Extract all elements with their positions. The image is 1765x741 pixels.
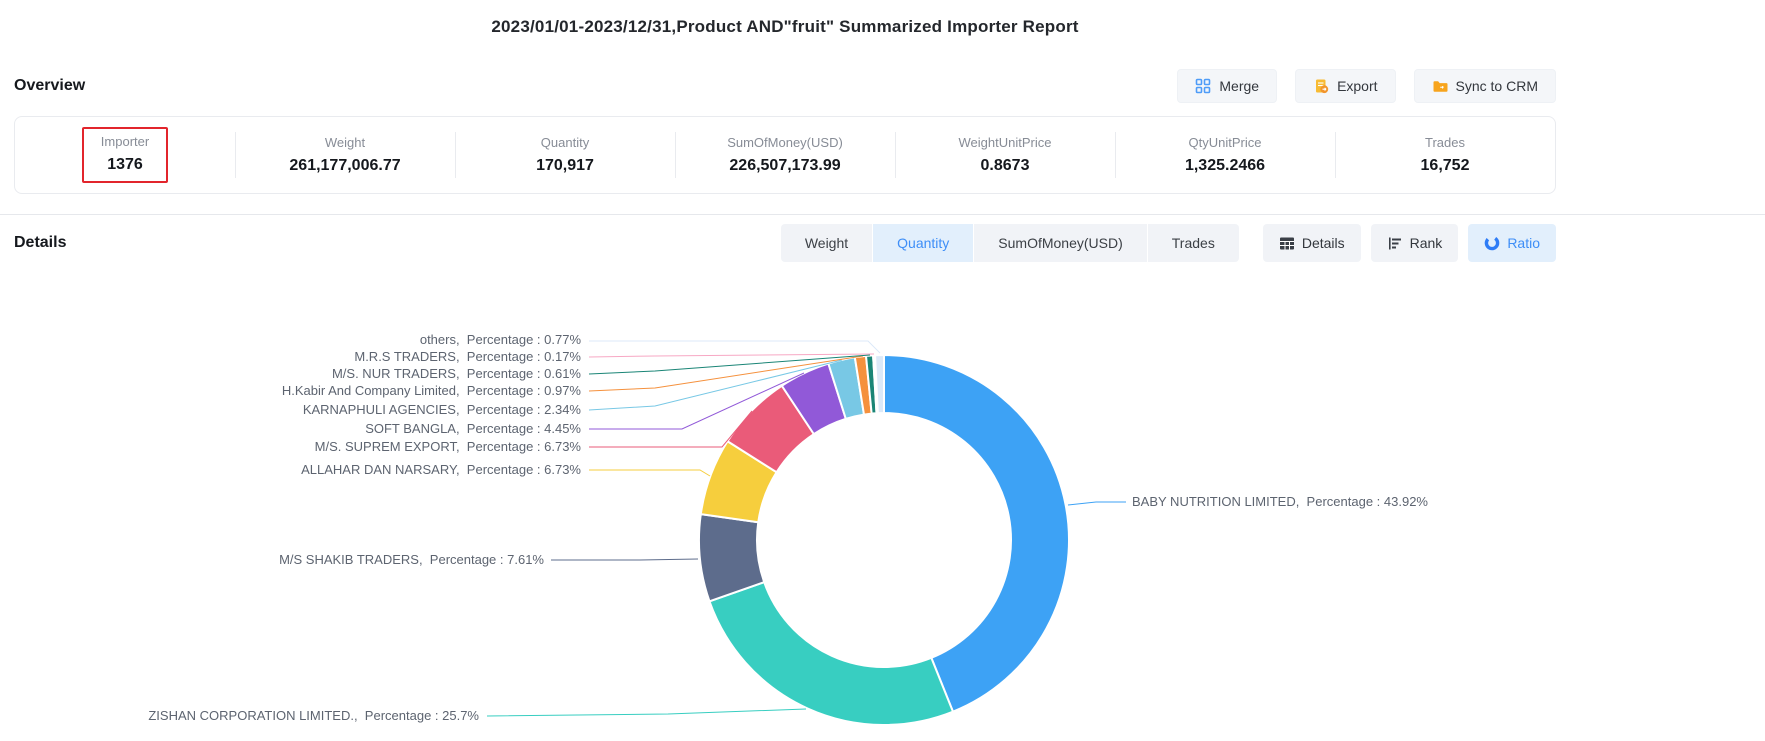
details-button[interactable]: Details xyxy=(1262,224,1361,262)
tab-weight[interactable]: Weight xyxy=(780,224,873,262)
pie-leader-m-s-shakib-traders xyxy=(551,558,699,561)
stat-value: 170,917 xyxy=(536,157,594,174)
report-title: 2023/01/01-2023/12/31,Product AND"fruit"… xyxy=(491,17,1079,36)
merge-button-label: Merge xyxy=(1219,78,1260,94)
stat-value: 1,325.2466 xyxy=(1184,157,1266,174)
merge-button[interactable]: Merge xyxy=(1177,69,1278,103)
details-row: Details Weight Quantity SumOfMoney(USD) Tra… xyxy=(14,224,1556,262)
tab-sumofmoney-usd[interactable]: SumOfMoney(USD) xyxy=(974,224,1147,262)
pie-leader-h-kabir-and-company-limited xyxy=(588,355,864,392)
stat-label: SumOfMoney(USD) xyxy=(727,135,843,150)
details-button-label: Details xyxy=(1301,235,1345,251)
rank-icon xyxy=(1387,236,1403,251)
export-icon xyxy=(1313,78,1329,94)
pie-label-m-s-suprem-export: M/S. SUPREM EXPORT, Percentage : 6.73% xyxy=(315,439,582,454)
pie-leader-allahar-dan-narsary xyxy=(589,469,711,477)
export-button-label: Export xyxy=(1337,78,1378,94)
pie-label-soft-bangla: SOFT BANGLA, Percentage : 4.45% xyxy=(365,421,581,436)
stat-label: Importer xyxy=(100,134,150,149)
ratio-button[interactable]: Ratio xyxy=(1468,224,1556,262)
stat-qtyunitprice: QtyUnitPrice 1,325.2466 xyxy=(1115,133,1335,177)
details-heading: Details xyxy=(14,234,67,251)
stat-value: 261,177,006.77 xyxy=(289,157,401,174)
export-button[interactable]: Export xyxy=(1295,69,1396,103)
pie-label-karnaphuli-agencies: KARNAPHULI AGENCIES, Percentage : 2.34% xyxy=(303,402,582,417)
pie-slice-zishan-corporation-limited[interactable] xyxy=(708,580,955,726)
details-controls: Weight Quantity SumOfMoney(USD) Trades Deta… xyxy=(780,224,1556,262)
pie-leader-m-s-nur-traders xyxy=(588,354,871,375)
stat-quantity: Quantity 170,917 xyxy=(455,133,675,177)
rank-button[interactable]: Rank xyxy=(1370,224,1459,262)
sync-folder-icon xyxy=(1432,78,1448,94)
pie-slice-others[interactable] xyxy=(874,353,885,415)
stat-value: 1376 xyxy=(107,156,143,173)
pie-label-m-s-nur-traders: M/S. NUR TRADERS, Percentage : 0.61% xyxy=(332,366,581,381)
tab-quantity[interactable]: Quantity xyxy=(873,224,974,262)
highlight-box: Importer 1376 xyxy=(81,127,169,183)
pie-leader-others xyxy=(589,340,881,354)
sync-to-crm-button[interactable]: Sync to CRM xyxy=(1413,69,1556,103)
pie-label-allahar-dan-narsary: ALLAHAR DAN NARSARY, Percentage : 6.73% xyxy=(301,462,581,477)
overview-row: Overview Merge xyxy=(14,66,1556,106)
stat-importer: Importer 1376 xyxy=(15,125,235,185)
pie-leader-karnaphuli-agencies xyxy=(588,359,843,411)
stats-card: Importer 1376 Weight 261,177,006.77 Quantity… xyxy=(14,116,1556,194)
stat-value: 0.8673 xyxy=(980,157,1030,174)
stat-label: Trades xyxy=(1425,135,1465,150)
pie-label-others: others, Percentage : 0.77% xyxy=(420,332,582,347)
view-buttons: Details Rank xyxy=(1262,224,1556,262)
pie-label-m-s-shakib-traders: M/S SHAKIB TRADERS, Percentage : 7.61% xyxy=(279,552,544,567)
stat-trades: Trades 16,752 xyxy=(1335,133,1555,177)
overview-actions: Merge Export xyxy=(1177,69,1556,103)
pie-leader-baby-nutrition-limited xyxy=(1067,501,1126,506)
pie-label-m-r-s-traders: M.R.S TRADERS, Percentage : 0.17% xyxy=(354,349,581,364)
pie-leader-soft-bangla xyxy=(589,372,805,430)
ratio-button-label: Ratio xyxy=(1507,235,1540,251)
pie-leader-m-r-s-traders xyxy=(588,353,875,358)
pie-leader-zishan-corporation-limited xyxy=(486,708,807,717)
merge-icon xyxy=(1195,78,1211,94)
ratio-icon xyxy=(1484,235,1500,251)
pie-slice-baby-nutrition-limited[interactable] xyxy=(883,353,1070,713)
stat-value: 226,507,173.99 xyxy=(729,157,841,174)
stat-weight: Weight 261,177,006.77 xyxy=(235,133,455,177)
stat-label: Weight xyxy=(324,135,366,150)
rank-button-label: Rank xyxy=(1409,235,1443,251)
overview-heading: Overview xyxy=(14,77,86,94)
stat-label: QtyUnitPrice xyxy=(1188,135,1262,150)
stat-value: 16,752 xyxy=(1420,157,1470,174)
tab-trades[interactable]: Trades xyxy=(1147,224,1239,262)
stat-weightunitprice: WeightUnitPrice 0.8673 xyxy=(895,133,1115,177)
sync-to-crm-button-label: Sync to CRM xyxy=(1455,78,1538,94)
table-icon xyxy=(1279,236,1295,251)
pie-label-h-kabir-and-company-limited: H.Kabir And Company Limited, Percentage … xyxy=(282,383,582,398)
stat-label: Quantity xyxy=(540,135,590,150)
pie-label-zishan-corporation-limited: ZISHAN CORPORATION LIMITED., Percentage … xyxy=(148,708,479,723)
stat-sumofmoney-usd: SumOfMoney(USD) 226,507,173.99 xyxy=(675,133,895,177)
section-divider xyxy=(0,214,1765,215)
pie-leader-m-s-suprem-export xyxy=(589,410,753,448)
pie-label-baby-nutrition-limited: BABY NUTRITION LIMITED, Percentage : 43.… xyxy=(1132,494,1428,509)
stat-label: WeightUnitPrice xyxy=(958,135,1052,150)
metric-tabs: Weight Quantity SumOfMoney(USD) Trades xyxy=(780,224,1239,262)
